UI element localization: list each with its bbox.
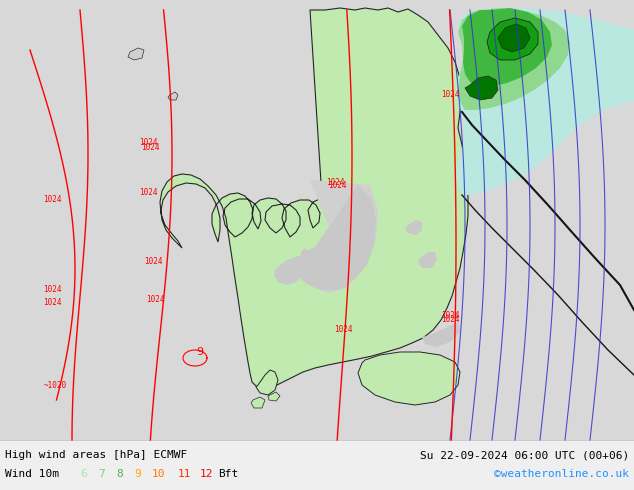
Polygon shape <box>299 185 376 291</box>
Polygon shape <box>498 24 530 52</box>
Polygon shape <box>300 180 378 293</box>
Text: 1024: 1024 <box>42 196 61 204</box>
Polygon shape <box>358 352 460 405</box>
Text: 1024: 1024 <box>42 286 61 294</box>
Polygon shape <box>160 8 468 390</box>
Text: 1024: 1024 <box>441 311 459 320</box>
Text: 1024: 1024 <box>441 91 459 99</box>
Polygon shape <box>128 48 144 60</box>
Text: Bft: Bft <box>218 469 238 479</box>
Text: 10: 10 <box>152 469 165 479</box>
Text: 7: 7 <box>98 469 105 479</box>
Polygon shape <box>458 8 570 110</box>
Text: 8: 8 <box>116 469 123 479</box>
Text: ~1020: ~1020 <box>44 381 67 390</box>
Text: 1024: 1024 <box>326 178 344 187</box>
Text: 1024: 1024 <box>42 298 61 307</box>
Polygon shape <box>274 256 303 284</box>
Text: 9: 9 <box>197 347 204 357</box>
Text: 1024: 1024 <box>328 181 346 191</box>
Text: 1024: 1024 <box>139 188 157 197</box>
Text: 12: 12 <box>200 469 214 479</box>
Polygon shape <box>256 370 278 395</box>
Polygon shape <box>168 92 178 100</box>
Polygon shape <box>268 392 280 401</box>
Text: 11: 11 <box>178 469 191 479</box>
Text: 1024: 1024 <box>144 258 162 267</box>
Polygon shape <box>422 322 460 347</box>
Text: ©weatheronline.co.uk: ©weatheronline.co.uk <box>494 469 629 479</box>
Text: 9: 9 <box>134 469 141 479</box>
Polygon shape <box>462 8 552 86</box>
Polygon shape <box>405 220 422 235</box>
Text: 1024: 1024 <box>141 144 159 152</box>
Bar <box>0 440 634 490</box>
Polygon shape <box>487 18 538 60</box>
Text: Wind 10m: Wind 10m <box>5 469 59 479</box>
Polygon shape <box>279 258 305 285</box>
Bar <box>0 0 634 440</box>
Text: 1024: 1024 <box>146 295 164 304</box>
Text: 1024: 1024 <box>139 138 157 147</box>
Polygon shape <box>251 397 265 408</box>
Text: High wind areas [hPa] ECMWF: High wind areas [hPa] ECMWF <box>5 450 187 460</box>
Polygon shape <box>418 252 437 268</box>
Polygon shape <box>465 76 498 100</box>
Text: 1024: 1024 <box>441 316 459 324</box>
Text: Su 22-09-2024 06:00 UTC (00+06): Su 22-09-2024 06:00 UTC (00+06) <box>420 450 629 460</box>
Polygon shape <box>299 248 310 282</box>
Polygon shape <box>455 8 634 195</box>
Text: 1024: 1024 <box>333 325 353 335</box>
Text: 6: 6 <box>80 469 87 479</box>
